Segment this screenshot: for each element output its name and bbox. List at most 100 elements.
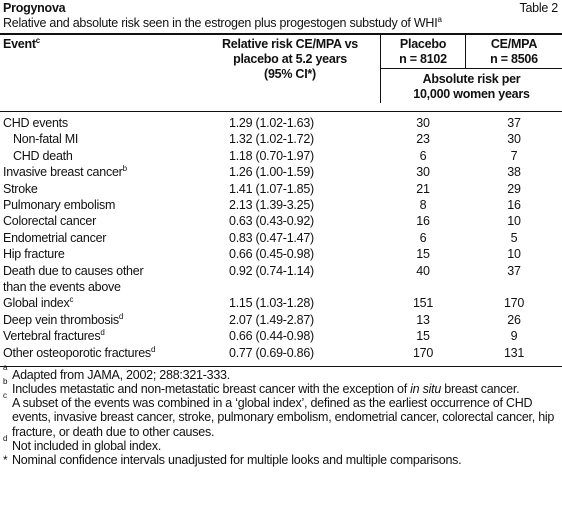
superscript: c — [35, 36, 40, 45]
placebo-value: 13 — [416, 312, 430, 327]
rule — [380, 68, 562, 69]
caption: Relative and absolute risk seen in the e… — [3, 16, 442, 31]
footnote: * Nominal confidence intervals unadjusted… — [3, 453, 556, 467]
footnote-part: Adapted from JAMA, 2002; 288:321-333. — [12, 368, 230, 382]
superscript: b — [122, 164, 127, 174]
footnote-part: Not included in global index. — [12, 439, 162, 453]
absolute-risk-header: 10,000 women years — [413, 87, 530, 101]
cempa-value: 29 — [507, 181, 521, 196]
placebo-value: 170 — [412, 345, 434, 360]
footnote-text: Adapted from JAMA, 2002; 288:321-333. — [3, 368, 556, 382]
superscript: a — [437, 15, 442, 24]
placebo-value: 15 — [416, 329, 430, 344]
column-header: CE/MPA — [490, 37, 538, 51]
rule — [380, 35, 381, 103]
event-name: Global indexc — [3, 295, 74, 311]
event-name: than the events above — [3, 280, 121, 294]
placebo-value: 151 — [412, 296, 434, 311]
cempa-value: 38 — [507, 165, 521, 180]
cempa-value: 30 — [507, 132, 521, 147]
relative-risk: 2.07 (1.49-2.87) — [229, 312, 314, 327]
cempa-value: 5 — [510, 230, 518, 245]
rule — [0, 111, 562, 112]
column-header: (95% CI*) — [264, 67, 316, 81]
relative-risk: 0.83 (0.47-1.47) — [229, 230, 314, 245]
placebo-value: 23 — [416, 132, 430, 147]
relative-risk: 0.77 (0.69-0.86) — [229, 345, 314, 360]
relative-risk: 1.26 (1.00-1.59) — [229, 165, 314, 180]
footnote-marker: * — [3, 453, 8, 467]
footnote-part: Includes metastatic and non-metastatic b… — [12, 382, 411, 396]
footnote-part: Nominal confidence intervals unadjusted … — [12, 453, 462, 467]
event-name: Endometrial cancer — [3, 230, 107, 245]
cempa-value: 37 — [507, 263, 521, 278]
placebo-value: 16 — [416, 214, 430, 229]
relative-risk: 1.32 (1.02-1.72) — [229, 132, 314, 147]
superscript: d — [118, 311, 124, 321]
column-header: n = 8506 — [490, 52, 538, 66]
footnote-text: A subset of the events was combined in a… — [3, 396, 556, 439]
cempa-value: 37 — [507, 116, 521, 130]
relative-risk: 0.66 (0.44-0.98) — [229, 329, 314, 344]
placebo-value: 8 — [419, 198, 427, 212]
event-name: Death due to causes other — [3, 263, 144, 278]
cempa-value: 26 — [507, 312, 521, 327]
column-header: Eventc — [3, 36, 40, 52]
footnote-text: Nominal confidence intervals unadjusted … — [3, 453, 556, 467]
cempa-value: 7 — [510, 148, 518, 163]
footnote: d Not included in global index. — [3, 435, 556, 454]
caption-text: Relative and absolute risk seen in the e… — [3, 16, 438, 30]
footnote: a Adapted from JAMA, 2002; 288:321-333. — [3, 364, 556, 383]
event-name: Other osteoporotic fracturesd — [3, 344, 156, 360]
event-name: Pulmonary embolism — [3, 198, 116, 212]
footnote-part: A subset of the events was combined in a… — [12, 396, 555, 439]
column-header: placebo at 5.2 years — [233, 52, 347, 66]
superscript: c — [69, 295, 74, 305]
column-header: n = 8102 — [399, 52, 447, 66]
placebo-value: 21 — [416, 181, 430, 196]
cempa-value: 170 — [503, 296, 525, 311]
event-name: Hip fracture — [3, 247, 65, 262]
cempa-value: 10 — [507, 214, 521, 229]
placebo-value: 15 — [416, 247, 430, 262]
rule — [0, 33, 562, 35]
cempa-value: 16 — [507, 198, 521, 212]
placebo-value: 40 — [416, 263, 430, 278]
rule — [465, 35, 466, 68]
event-name: CHD events — [3, 116, 68, 130]
event-name: Non-fatal MI — [13, 132, 79, 147]
superscript: d — [100, 328, 105, 338]
placebo-value: 6 — [419, 230, 427, 245]
placebo-value: 6 — [419, 148, 427, 163]
placebo-value: 30 — [416, 165, 430, 180]
relative-risk: 1.29 (1.02-1.63) — [229, 116, 314, 130]
event-name: Deep vein thrombosisd — [3, 311, 124, 327]
relative-risk: 0.92 (0.74-1.14) — [229, 263, 314, 278]
cempa-value: 10 — [507, 247, 521, 262]
footnote-part: breast cancer. — [441, 382, 520, 396]
event-name: Vertebral fracturesd — [3, 328, 105, 344]
relative-risk: 1.18 (0.70-1.97) — [229, 148, 314, 163]
relative-risk: 1.41 (1.07-1.85) — [229, 181, 314, 196]
absolute-risk-header: Absolute risk per — [422, 72, 521, 86]
footnote: b Includes metastatic and non-metastatic … — [3, 378, 556, 397]
rule — [0, 366, 562, 367]
cempa-value: 9 — [510, 329, 518, 344]
placebo-value: 30 — [416, 116, 430, 130]
column-header: Relative risk CE/MPA vs — [222, 37, 358, 51]
event-name: Colorectal cancer — [3, 214, 97, 229]
relative-risk: 0.63 (0.43-0.92) — [229, 214, 314, 229]
cempa-value: 131 — [503, 345, 525, 360]
footnote-part: in situ — [410, 382, 442, 396]
superscript: d — [150, 344, 156, 354]
footnote-text: Includes metastatic and non-metastatic b… — [3, 382, 556, 396]
column-header: Placebo — [399, 37, 447, 51]
title: Progynova — [3, 1, 66, 15]
relative-risk: 2.13 (1.39-3.25) — [229, 198, 314, 212]
relative-risk: 0.66 (0.45-0.98) — [229, 247, 314, 262]
event-name: Stroke — [3, 181, 38, 196]
footnote-text: Not included in global index. — [3, 439, 556, 453]
event-name: Invasive breast cancerb — [3, 164, 127, 180]
